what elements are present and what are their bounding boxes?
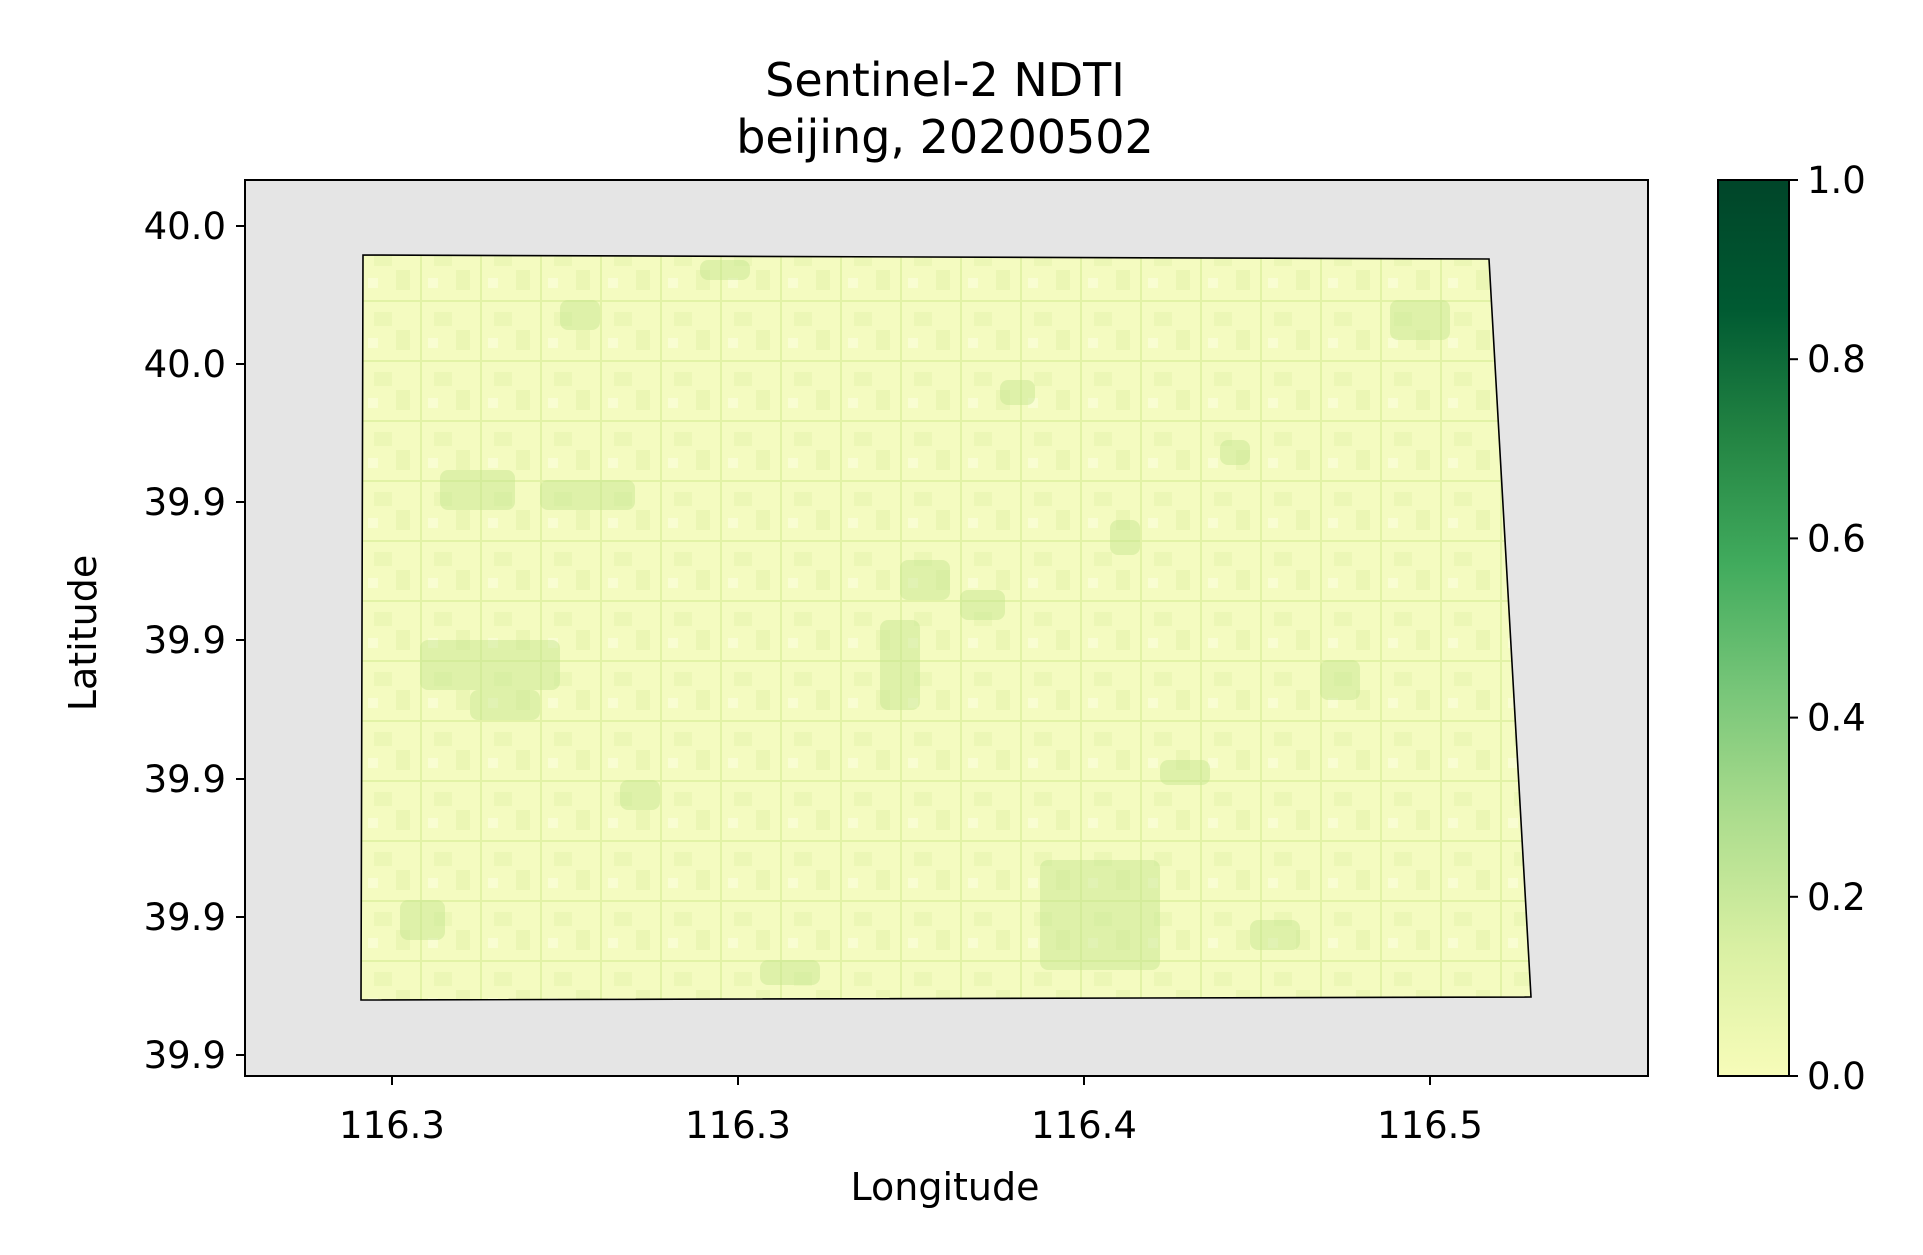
raster-image <box>361 255 1531 1000</box>
plot-area <box>244 179 1649 1077</box>
colorbar-gradient <box>1718 180 1789 1076</box>
raster-outline <box>360 254 1532 1001</box>
y-tick-label: 39.9 <box>144 1034 226 1077</box>
colorbar-tick-label: 0.4 <box>1807 697 1866 740</box>
colorbar: 0.0 0.2 0.4 0.6 0.8 1.0 <box>1717 159 1866 1098</box>
colorbar-tick-label: 0.6 <box>1807 517 1866 560</box>
y-tick-label: 39.9 <box>144 481 226 524</box>
vegetation-patch <box>900 560 950 600</box>
vegetation-patch <box>440 470 515 510</box>
x-tick-label: 116.5 <box>1377 1104 1483 1147</box>
colorbar-tick-label: 0.2 <box>1807 876 1866 919</box>
colorbar-tick-label: 0.0 <box>1807 1055 1866 1098</box>
vegetation-patch <box>1390 300 1450 340</box>
x-axis: 116.3 116.3 116.4 116.5 Longitude <box>339 1076 1483 1209</box>
colorbar-tick-label: 1.0 <box>1807 159 1866 202</box>
colorbar-tick-label: 0.8 <box>1807 338 1866 381</box>
chart-title: Sentinel-2 NDTI <box>765 53 1125 107</box>
vegetation-patch <box>470 690 540 720</box>
x-tick-label: 116.3 <box>685 1104 791 1147</box>
vegetation-patch <box>1040 860 1160 970</box>
y-tick-label: 39.9 <box>144 758 226 801</box>
x-axis-label: Longitude <box>851 1165 1040 1209</box>
y-axis: 40.0 40.0 39.9 39.9 39.9 39.9 39.9 Latit… <box>61 205 245 1077</box>
x-tick-label: 116.4 <box>1031 1104 1137 1147</box>
chart-subtitle: beijing, 20200502 <box>736 110 1154 164</box>
y-tick-label: 39.9 <box>144 619 226 662</box>
vegetation-patch <box>700 260 750 280</box>
vegetation-patch <box>960 590 1005 620</box>
vegetation-patch <box>620 780 660 810</box>
y-axis-label: Latitude <box>61 555 105 711</box>
y-tick-label: 40.0 <box>144 205 226 248</box>
vegetation-patch <box>540 480 635 510</box>
vegetation-patch <box>1220 440 1250 465</box>
vegetation-patch <box>880 620 920 710</box>
y-tick-label: 39.9 <box>144 896 226 939</box>
vegetation-patch <box>760 960 820 985</box>
colorbar-ticks: 0.0 0.2 0.4 0.6 0.8 1.0 <box>1789 159 1866 1098</box>
vegetation-patch <box>1000 380 1035 405</box>
vegetation-patch <box>1320 660 1360 700</box>
vegetation-patches <box>400 260 1450 985</box>
y-tick-label: 40.0 <box>144 343 226 386</box>
x-tick-label: 116.3 <box>339 1104 445 1147</box>
vegetation-patch <box>1110 520 1140 555</box>
vegetation-patch <box>1160 760 1210 785</box>
vegetation-patch <box>420 640 560 690</box>
vegetation-patch <box>400 900 445 940</box>
vegetation-patch <box>560 300 600 330</box>
axes-frame <box>244 179 1649 1077</box>
colorbar-frame <box>1717 179 1790 1077</box>
vegetation-patch <box>1250 920 1300 950</box>
